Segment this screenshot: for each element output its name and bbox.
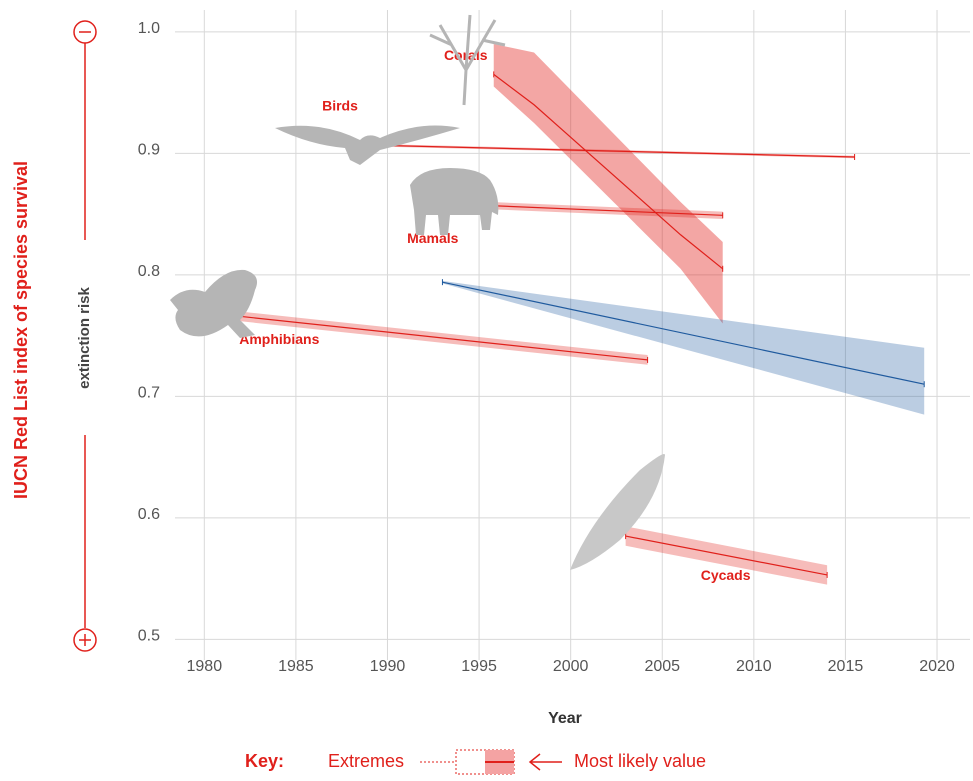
frog xyxy=(170,269,258,338)
x-tick-label: 1980 xyxy=(187,658,223,675)
trend-line xyxy=(204,311,648,361)
band xyxy=(442,280,925,415)
series-label: Cycads xyxy=(701,567,751,583)
risk-label: extinction risk xyxy=(76,286,93,388)
x-tick-label: 2020 xyxy=(919,658,955,675)
series-label: Amphibians xyxy=(239,331,319,347)
trend-line xyxy=(460,203,723,216)
key-extremes: Extremes xyxy=(328,751,404,771)
trend-line xyxy=(442,281,925,385)
y-tick-label: 1.0 xyxy=(138,20,160,37)
key-arrow xyxy=(528,753,562,771)
x-tick-label: 1990 xyxy=(370,658,406,675)
plot: 0.5 0.6 0.7 0.8 0.9 1.0 1980 1985 1990 1995 2000 20… xyxy=(138,10,970,675)
x-tick-label: 1985 xyxy=(278,658,314,675)
minus-icon xyxy=(73,20,97,44)
key: Key: Extremes Most likely value xyxy=(245,749,706,775)
plus-icon xyxy=(73,628,97,652)
x-tick-label: 1995 xyxy=(461,658,497,675)
y-title: IUCN Red List index of species survival xyxy=(11,161,31,499)
band xyxy=(493,44,723,324)
risk-axis xyxy=(73,20,97,652)
x-tick-label: 2015 xyxy=(828,658,864,675)
y-tick-label: 0.7 xyxy=(138,385,160,402)
y-tick-label: 0.5 xyxy=(138,628,160,645)
x-tick-label: 2000 xyxy=(553,658,589,675)
series-label: Mamals xyxy=(407,230,459,246)
leaf xyxy=(570,454,665,570)
x-title: Year xyxy=(548,710,582,727)
coral xyxy=(429,14,506,106)
silhouettes xyxy=(170,14,665,570)
trend-line xyxy=(493,73,724,270)
x-tick-label: 2010 xyxy=(736,658,772,675)
key-most-likely: Most likely value xyxy=(574,751,706,771)
x-tick-label: 2005 xyxy=(644,658,680,675)
y-tick-label: 0.8 xyxy=(138,263,160,280)
grid: 0.5 0.6 0.7 0.8 0.9 1.0 1980 1985 1990 1995 2000 20… xyxy=(138,10,970,675)
y-tick-label: 0.6 xyxy=(138,506,160,523)
trend-line xyxy=(359,144,855,158)
y-tick-label: 0.9 xyxy=(138,142,160,159)
key-title: Key: xyxy=(245,751,284,771)
series-label: Birds xyxy=(322,98,358,114)
trend-line xyxy=(625,535,828,576)
elephant xyxy=(410,168,499,235)
bird xyxy=(275,125,460,165)
